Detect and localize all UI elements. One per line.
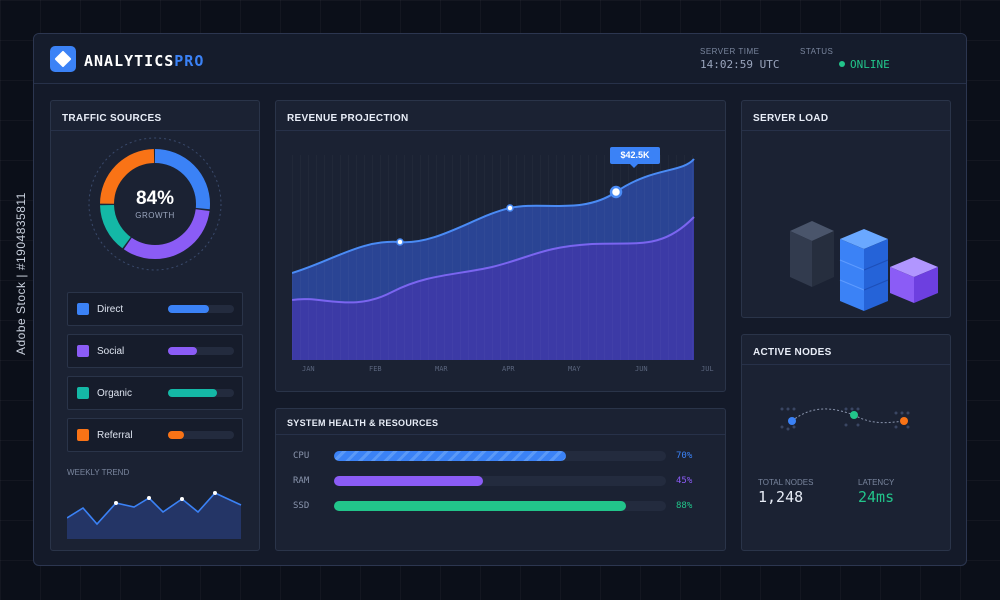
traffic-sources-panel: TRAFFIC SOURCES 84% GROWTH Direct Social… (50, 100, 260, 551)
top-bar: ANALYTICSPRO SERVER TIME 14:02:59 UTC ST… (34, 34, 966, 84)
active-nodes-panel: ACTIVE NODES TOTAL NODES 1,248 LATENCY 2… (741, 334, 951, 551)
node-orange[interactable] (900, 417, 908, 425)
stock-watermark: Adobe Stock | #1904835811 (14, 192, 28, 355)
sparkline-point (213, 491, 217, 495)
source-row-direct[interactable]: Direct (67, 292, 243, 326)
donut-segment-social (100, 149, 210, 259)
status-dot-icon (839, 61, 845, 67)
system-health-panel: SYSTEM HEALTH & RESOURCES CPU 70% RAM 45… (275, 408, 726, 551)
source-row-social[interactable]: Social (67, 334, 243, 368)
ssd-label: SSD (293, 501, 310, 511)
total-nodes-value: 1,248 (758, 488, 804, 506)
revenue-projection-title: REVENUE PROJECTION (287, 113, 409, 124)
source-row-referral[interactable]: Referral (67, 418, 243, 452)
source-label: Organic (97, 388, 133, 399)
x-tick-label: MAR (435, 365, 448, 373)
social-swatch (77, 345, 89, 357)
revenue-area-chart (292, 155, 695, 360)
ssd-bar-fill (334, 501, 627, 511)
source-bar-track (168, 389, 234, 397)
organic-swatch (77, 387, 89, 399)
revenue-lower-line (292, 216, 695, 304)
cpu-percent: 70% (676, 451, 693, 461)
revenue-tooltip: $42.5K (610, 147, 660, 164)
source-bar-track (168, 305, 234, 313)
x-tick-label: FEB (369, 365, 382, 373)
traffic-sources-title: TRAFFIC SOURCES (62, 113, 162, 124)
ram-percent: 45% (676, 476, 693, 486)
tooltip-caret-icon (630, 164, 638, 168)
x-tick-label: APR (502, 365, 515, 373)
revenue-point (506, 204, 514, 212)
x-tick-label: JUL (701, 365, 714, 373)
server-time-value: 14:02:59 UTC (700, 58, 780, 71)
sparkline-point (114, 501, 118, 505)
node-link (853, 414, 905, 424)
active-nodes-title: ACTIVE NODES (753, 347, 832, 358)
system-health-title: SYSTEM HEALTH & RESOURCES (287, 418, 439, 428)
donut-caption: GROWTH (135, 211, 175, 220)
server-time-label: SERVER TIME (700, 47, 760, 56)
source-bar-track (168, 431, 234, 439)
status-value: ONLINE (850, 58, 890, 71)
app-title: ANALYTICSPRO (84, 52, 204, 70)
x-tick-label: MAY (568, 365, 581, 373)
total-nodes-label: TOTAL NODES (758, 478, 814, 487)
growth-donut-chart (88, 137, 222, 271)
referral-swatch (77, 429, 89, 441)
source-row-organic[interactable]: Organic (67, 376, 243, 410)
node-link (791, 408, 855, 422)
logo-diamond-icon (50, 46, 76, 72)
node-green[interactable] (850, 411, 858, 419)
app-name-accent: PRO (174, 52, 205, 70)
cpu-label: CPU (293, 451, 310, 461)
revenue-projection-panel: REVENUE PROJECTION $42.5K JAN FEB MAR AP… (275, 100, 726, 392)
nodes-network-graph (780, 407, 910, 431)
revenue-highlight-point[interactable] (609, 185, 623, 199)
app-name: ANALYTICS (84, 52, 175, 70)
latency-label: LATENCY (858, 478, 895, 487)
source-label: Direct (97, 304, 124, 315)
source-bar-fill (168, 347, 198, 355)
source-label: Social (97, 346, 125, 357)
status-label: STATUS (800, 47, 834, 56)
weekly-trend-sparkline (67, 491, 242, 539)
source-bar-fill (168, 305, 209, 313)
server-load-title: SERVER LOAD (753, 113, 829, 124)
x-tick-label: JUN (635, 365, 648, 373)
latency-value: 24ms (858, 488, 895, 506)
source-bar-track (168, 347, 234, 355)
ssd-percent: 88% (676, 501, 693, 511)
node-blue[interactable] (788, 417, 796, 425)
server-load-cubes (790, 221, 938, 311)
donut-outer-ring (88, 137, 222, 271)
sparkline-point (147, 496, 151, 500)
donut-segment-direct (100, 149, 210, 259)
weekly-trend-label: WEEKLY TREND (67, 468, 130, 477)
ram-bar-fill (334, 476, 484, 486)
cpu-bar-fill (334, 451, 567, 461)
revenue-point (396, 238, 404, 246)
cpu-bar-track (334, 451, 666, 461)
donut-value: 84% (135, 188, 175, 209)
sparkline-area (67, 493, 241, 539)
ram-label: RAM (293, 476, 310, 486)
dashboard-window: ANALYTICSPRO SERVER TIME 14:02:59 UTC ST… (33, 33, 967, 566)
server-load-panel: SERVER LOAD (741, 100, 951, 318)
ssd-bar-track (334, 501, 666, 511)
source-bar-fill (168, 389, 217, 397)
source-bar-fill (168, 431, 184, 439)
source-label: Referral (97, 430, 133, 441)
sparkline-point (180, 497, 184, 501)
ram-bar-track (334, 476, 666, 486)
x-tick-label: JAN (302, 365, 315, 373)
direct-swatch (77, 303, 89, 315)
